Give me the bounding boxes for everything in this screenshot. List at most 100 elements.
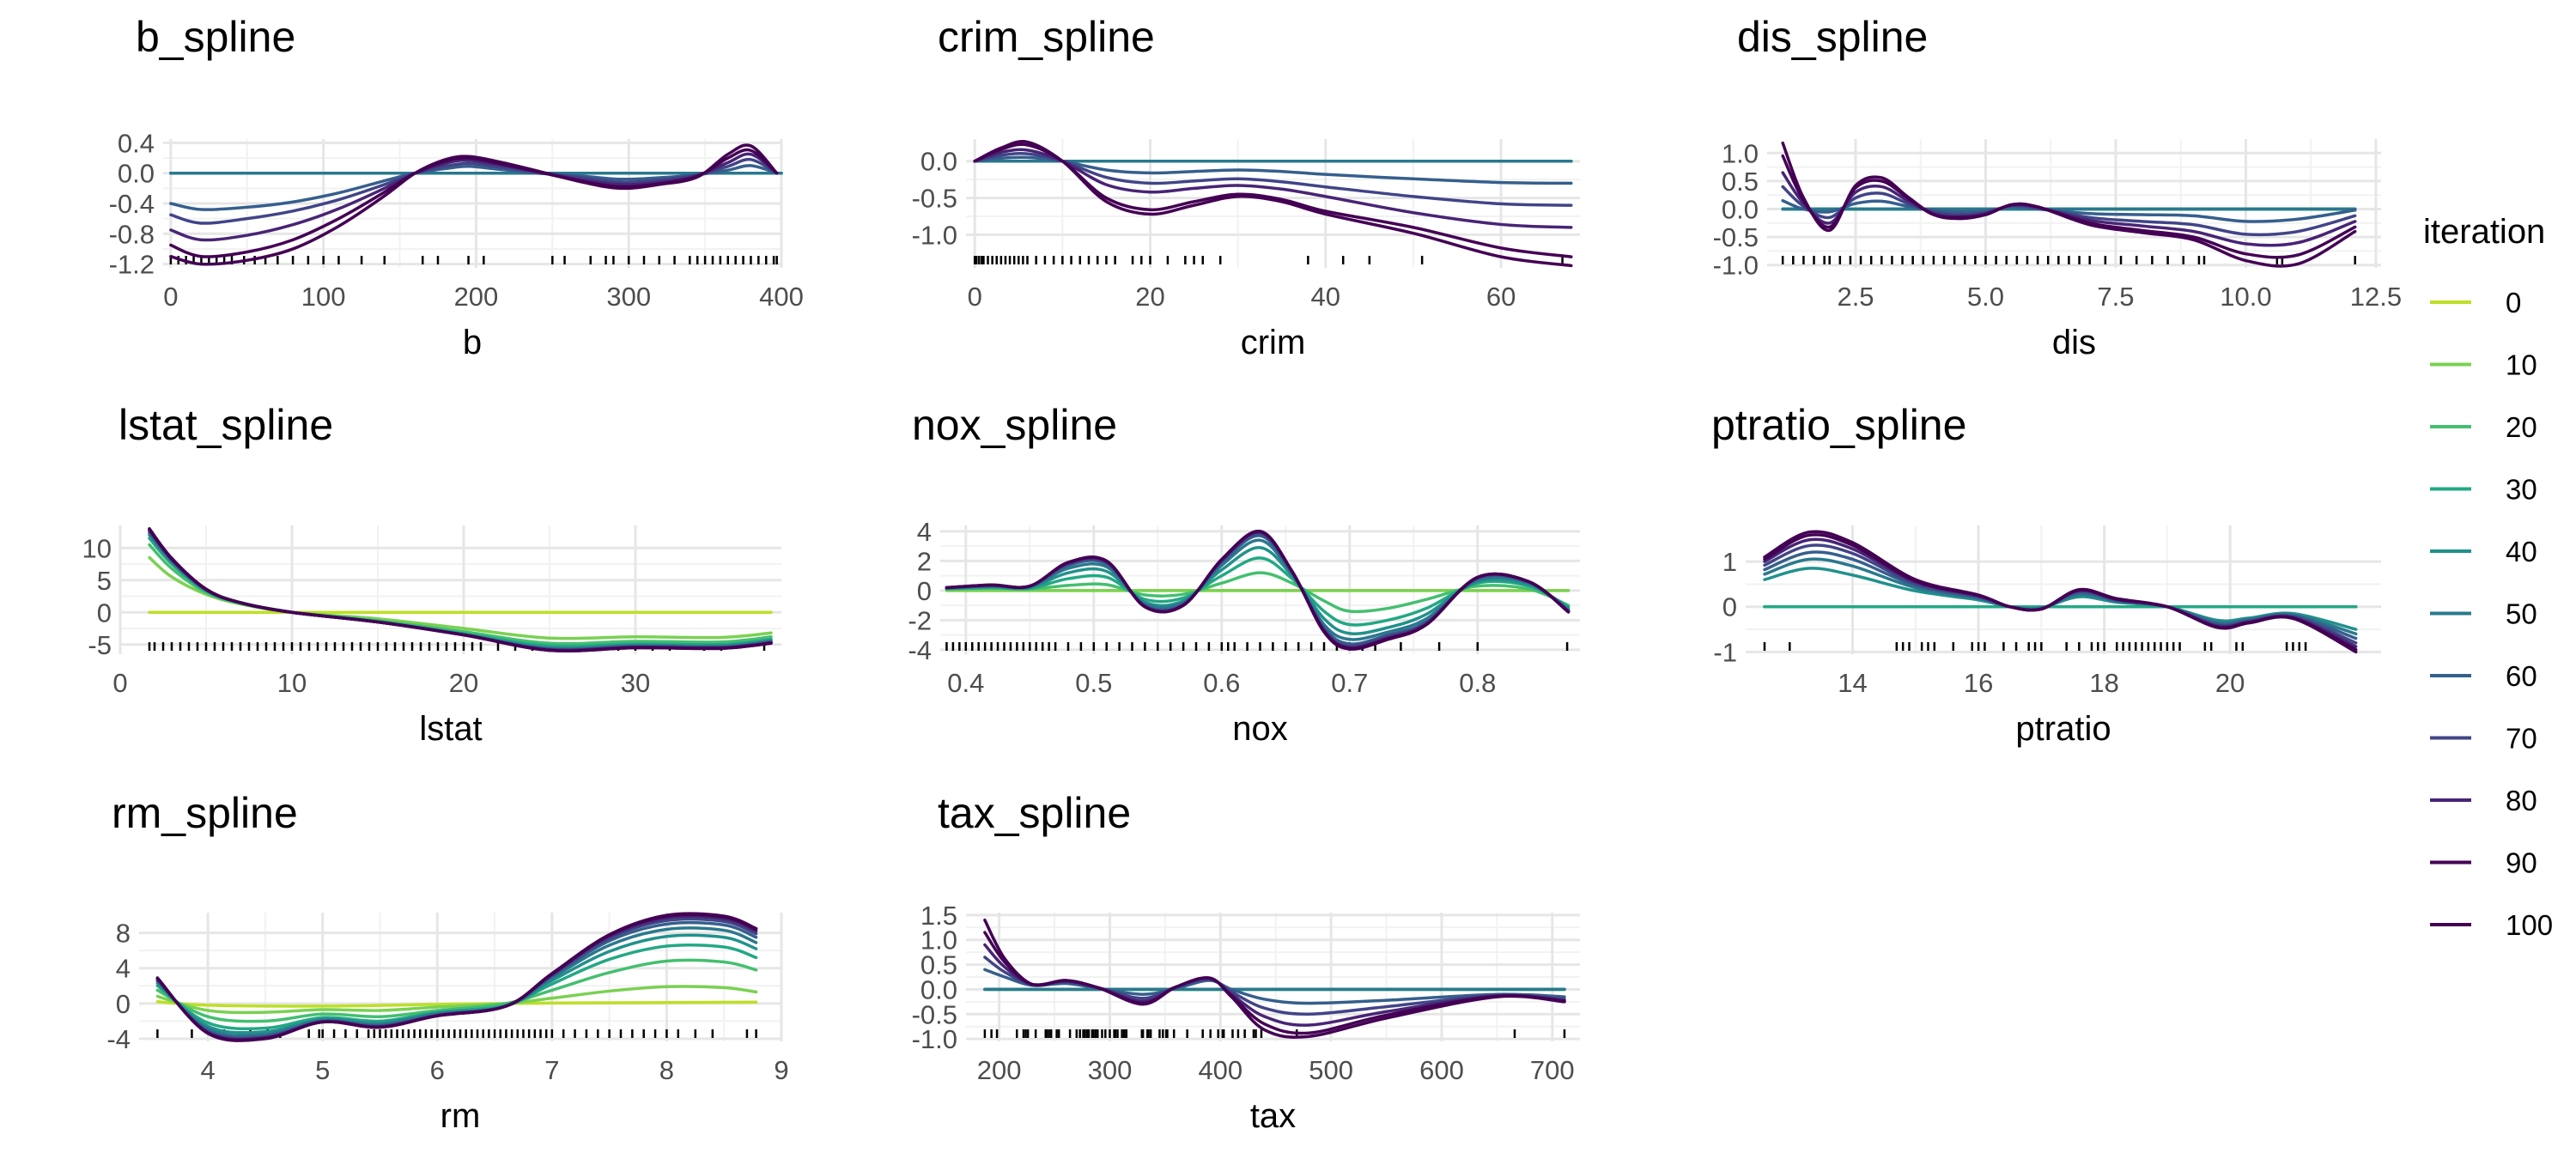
x-tick-label: 400 — [1198, 1055, 1242, 1085]
x-axis-label: rm — [440, 1097, 481, 1135]
panel-title: ptratio_spline — [1711, 401, 1966, 449]
series-line-60 — [1781, 198, 2357, 223]
y-tick-label: 0 — [1722, 592, 1737, 622]
series-line-20 — [155, 958, 758, 1023]
x-tick-label: 8 — [659, 1055, 674, 1085]
x-tick-label: 12.5 — [2350, 282, 2402, 312]
legend-label: 70 — [2506, 723, 2537, 755]
y-tick-label: 0.5 — [1722, 167, 1759, 197]
x-tick-label: 5 — [315, 1055, 330, 1085]
series-line-100 — [973, 140, 1573, 268]
series-line-100 — [1781, 141, 2357, 268]
x-tick-label: 2.5 — [1837, 282, 1874, 312]
y-tick-label: -4 — [106, 1024, 131, 1054]
x-tick-label: 5.0 — [1967, 282, 2004, 312]
y-tick-label: -0.8 — [109, 219, 155, 249]
x-tick-label: 30 — [621, 668, 650, 698]
legend-label: 80 — [2506, 785, 2537, 816]
x-tick-label: 700 — [1530, 1055, 1575, 1085]
panel-title: nox_spline — [912, 401, 1117, 449]
x-tick-label: 0.8 — [1459, 668, 1496, 698]
y-tick-label: 8 — [116, 919, 131, 949]
y-tick-label: 0.0 — [118, 159, 155, 189]
x-axis-label: b — [463, 324, 482, 361]
rug — [1763, 642, 2307, 651]
panel-title: b_spline — [136, 13, 295, 61]
series-line-80 — [973, 148, 1573, 229]
x-tick-label: 600 — [1419, 1055, 1464, 1085]
panel-tax_spline: 200 300 400 500 600 700 -1.0-0.50.00.51.01.5 ta… — [912, 789, 1580, 1135]
legend: iteration 0 10 20 30 40 50 60 70 80 90 100 — [2423, 213, 2553, 941]
y-tick-label: 0.4 — [118, 128, 155, 158]
x-tick-label: 200 — [977, 1055, 1022, 1085]
x-tick-label: 7 — [544, 1055, 559, 1085]
x-axis-label: crim — [1241, 324, 1306, 361]
y-tick-label: 0 — [97, 598, 112, 628]
legend-label: 30 — [2506, 474, 2537, 506]
x-tick-label: 20 — [2215, 668, 2245, 698]
y-tick-label: 4 — [917, 517, 932, 547]
series-line-60 — [973, 155, 1573, 185]
x-tick-label: 0.5 — [1075, 668, 1112, 698]
series-line-70 — [973, 151, 1573, 207]
x-tick-label: 100 — [301, 282, 346, 312]
y-tick-label: 1.0 — [1722, 138, 1759, 168]
panel-title: crim_spline — [938, 13, 1155, 61]
x-tick-label: 4 — [201, 1055, 216, 1085]
legend-label: 20 — [2506, 411, 2537, 443]
x-tick-label: 14 — [1838, 668, 1867, 698]
legend-label: 0 — [2506, 287, 2521, 319]
x-tick-label: 200 — [454, 282, 499, 312]
x-axis-label: lstat — [419, 710, 482, 748]
x-tick-label: 20 — [449, 668, 478, 698]
panel-title: tax_spline — [938, 789, 1131, 837]
legend-label: 60 — [2506, 660, 2537, 692]
x-tick-label: 0.6 — [1203, 668, 1240, 698]
x-tick-label: 18 — [2089, 668, 2118, 698]
legend-label: 50 — [2506, 598, 2537, 630]
x-tick-label: 9 — [774, 1055, 788, 1085]
panel-dis_spline: 2.5 5.0 7.5 10.0 12.5 -1.0-0.50.00.51.0 dis_sp… — [1713, 13, 2403, 361]
panel-title: rm_spline — [112, 789, 298, 837]
legend-label: 90 — [2506, 847, 2537, 879]
y-tick-label: -0.5 — [912, 184, 957, 214]
y-tick-label: 0.0 — [920, 147, 957, 177]
x-tick-label: 400 — [759, 282, 804, 312]
legend-title: iteration — [2423, 213, 2545, 251]
y-tick-label: -4 — [908, 635, 932, 665]
y-tick-label: -0.4 — [109, 189, 155, 219]
x-axis-label: ptratio — [2015, 710, 2111, 748]
y-tick-label: 0.5 — [920, 950, 957, 980]
x-tick-label: 500 — [1309, 1055, 1353, 1085]
rug — [973, 256, 1564, 264]
legend-label: 10 — [2506, 349, 2537, 381]
x-tick-label: 300 — [606, 282, 651, 312]
series-line-100 — [945, 530, 1571, 651]
y-tick-label: -2 — [908, 605, 932, 635]
series-line-10 — [155, 985, 758, 1015]
legend-label: 40 — [2506, 536, 2537, 567]
x-tick-label: 0.7 — [1331, 668, 1368, 698]
y-tick-label: -1.2 — [109, 250, 155, 280]
series-line-100 — [155, 912, 758, 1042]
x-tick-label: 10 — [277, 668, 307, 698]
y-tick-label: 1.5 — [920, 901, 957, 931]
y-tick-label: 0.0 — [920, 974, 957, 1004]
y-tick-label: 1.0 — [920, 925, 957, 956]
x-tick-label: 20 — [1135, 282, 1164, 312]
x-tick-label: 0.4 — [947, 668, 984, 698]
series-line-100 — [983, 918, 1566, 1039]
panel-title: dis_spline — [1737, 13, 1928, 61]
rug — [1781, 256, 2356, 264]
y-tick-label: 0 — [917, 576, 932, 606]
series-line-90 — [973, 143, 1573, 258]
x-tick-label: 10.0 — [2220, 282, 2271, 312]
y-tick-label: -1.0 — [912, 1024, 957, 1054]
